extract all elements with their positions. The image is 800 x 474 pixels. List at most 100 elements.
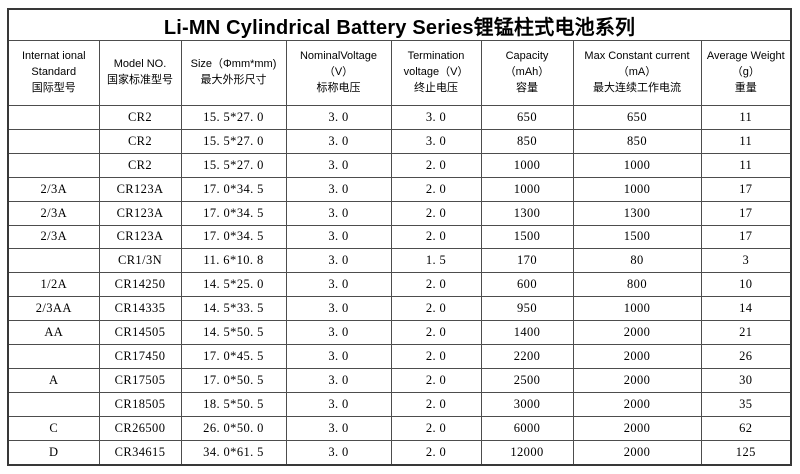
table-cell: 850 bbox=[572, 128, 702, 154]
table-cell: 12000 bbox=[480, 439, 574, 466]
title-row: Li-MN Cylindrical Battery Series锂锰柱式电池系列 bbox=[7, 8, 792, 41]
column-header-line: 国际型号 bbox=[31, 81, 76, 94]
table-row: D CR34615 34. 0*61. 5 3. 0 2. 0 12000 2000 125 bbox=[7, 439, 792, 466]
column-header-line: Termination bbox=[407, 50, 465, 63]
column-header-line: Standard bbox=[31, 66, 77, 79]
table-row: AA CR14505 14. 5*50. 5 3. 0 2. 0 1400 2000 21 bbox=[7, 320, 792, 346]
table-cell: CR17450 bbox=[98, 344, 182, 369]
table-cell: 2. 0 bbox=[390, 344, 482, 369]
column-header-line: 国家标准型号 bbox=[107, 74, 173, 86]
table-cell: 3. 0 bbox=[285, 272, 392, 298]
table-cell: 2. 0 bbox=[390, 320, 482, 346]
table-cell: 3. 0 bbox=[285, 296, 392, 322]
table-cell: 650 bbox=[480, 105, 574, 130]
table-cell: 3. 0 bbox=[285, 200, 392, 226]
table-cell: 3. 0 bbox=[285, 248, 392, 274]
column-header-line: Average Weight bbox=[706, 50, 785, 63]
table-cell: 2. 0 bbox=[390, 200, 482, 226]
table-cell: CR14505 bbox=[98, 320, 182, 346]
table-cell: 14. 5*33. 5 bbox=[180, 296, 287, 322]
table-cell: 62 bbox=[700, 415, 792, 441]
table-cell: 3. 0 bbox=[285, 224, 392, 250]
table-cell: 21 bbox=[700, 320, 792, 346]
table-cell: CR26500 bbox=[98, 415, 182, 441]
table-cell: 11. 6*10. 8 bbox=[180, 248, 287, 274]
table-cell: 2/3AA bbox=[7, 296, 100, 322]
table-body: CR2 15. 5*27. 0 3. 0 3. 0 650 650 11 CR2 15. 5*2… bbox=[7, 105, 792, 466]
column-header-line: NominalVoltage bbox=[299, 50, 378, 63]
table-row: CR2 15. 5*27. 0 3. 0 3. 0 650 650 11 bbox=[7, 105, 792, 130]
table-cell: 2000 bbox=[572, 320, 702, 346]
table-cell: AA bbox=[7, 320, 100, 346]
table-cell: 2. 0 bbox=[390, 152, 482, 178]
table-cell: 3. 0 bbox=[390, 128, 482, 154]
column-header-line: 最大连续工作电流 bbox=[593, 81, 681, 94]
table-cell: 2. 0 bbox=[390, 367, 482, 393]
column-header-line: 最大外形尺寸 bbox=[200, 74, 267, 86]
table-cell: 2. 0 bbox=[390, 296, 482, 322]
table-cell: 11 bbox=[700, 128, 792, 154]
table-cell: 34. 0*61. 5 bbox=[180, 439, 287, 466]
table-row: C CR26500 26. 0*50. 0 3. 0 2. 0 6000 2000 62 bbox=[7, 415, 792, 441]
table-cell: 2. 0 bbox=[390, 176, 482, 202]
column-header-5: Termination voltage（V） 终止电压 bbox=[390, 40, 482, 106]
table-cell: 17. 0*34. 5 bbox=[180, 200, 287, 226]
table-cell: 1300 bbox=[480, 200, 574, 226]
table-cell: 17. 0*45. 5 bbox=[180, 344, 287, 369]
table-cell: 1500 bbox=[480, 224, 574, 250]
table-cell: 2/3A bbox=[7, 200, 100, 226]
table-row: 2/3A CR123A 17. 0*34. 5 3. 0 2. 0 1300 1300 17 bbox=[7, 200, 792, 226]
table-cell: 26. 0*50. 0 bbox=[180, 415, 287, 441]
table-cell: 3. 0 bbox=[285, 128, 392, 154]
table-cell: 950 bbox=[480, 296, 574, 322]
table-cell: 2. 0 bbox=[390, 415, 482, 441]
table-cell: 2000 bbox=[572, 415, 702, 441]
table-cell: 35 bbox=[700, 391, 792, 417]
table-cell: 2000 bbox=[572, 439, 702, 466]
table-cell bbox=[7, 152, 100, 178]
table-row: A CR17505 17. 0*50. 5 3. 0 2. 0 2500 2000 30 bbox=[7, 367, 792, 393]
column-header-line: （V） bbox=[323, 66, 354, 79]
table-cell bbox=[7, 248, 100, 274]
table-cell: 30 bbox=[700, 367, 792, 393]
column-header-line: 容量 bbox=[516, 81, 538, 94]
table-cell: 3. 0 bbox=[285, 367, 392, 393]
table-cell: 17. 0*34. 5 bbox=[180, 224, 287, 250]
column-header-4: NominalVoltage （V） 标称电压 bbox=[285, 40, 392, 106]
table-cell: 17. 0*34. 5 bbox=[180, 176, 287, 202]
table-cell bbox=[7, 391, 100, 417]
table-cell: D bbox=[7, 439, 100, 466]
table-cell: 6000 bbox=[480, 415, 574, 441]
table-cell: 80 bbox=[572, 248, 702, 274]
table-cell: A bbox=[7, 367, 100, 393]
table-cell: 1000 bbox=[572, 296, 702, 322]
table-cell: 2000 bbox=[572, 391, 702, 417]
table-cell: 1000 bbox=[480, 176, 574, 202]
table-cell: 3 bbox=[700, 248, 792, 274]
column-header-line: Capacity bbox=[505, 50, 549, 63]
table-row: CR2 15. 5*27. 0 3. 0 2. 0 1000 1000 11 bbox=[7, 152, 792, 178]
column-header-line: 重量 bbox=[734, 81, 757, 94]
table-cell: 3. 0 bbox=[285, 320, 392, 346]
table-cell: CR123A bbox=[98, 224, 182, 250]
table-cell: 18. 5*50. 5 bbox=[180, 391, 287, 417]
table-cell: 1000 bbox=[480, 152, 574, 178]
table-cell: 2/3A bbox=[7, 176, 100, 202]
column-header-line: Size（Φmm*mm) bbox=[190, 58, 277, 71]
table-cell: 2500 bbox=[480, 367, 574, 393]
table-cell: 15. 5*27. 0 bbox=[180, 105, 287, 130]
table-cell: 3. 0 bbox=[285, 344, 392, 369]
table-cell bbox=[7, 105, 100, 130]
table-cell: CR123A bbox=[98, 176, 182, 202]
column-header-line: （mAh） bbox=[504, 66, 550, 79]
table-cell: 3. 0 bbox=[390, 105, 482, 130]
table-cell: CR1/3N bbox=[98, 248, 182, 274]
table-cell: 1300 bbox=[572, 200, 702, 226]
table-cell: 1/2A bbox=[7, 272, 100, 298]
table-cell: 2. 0 bbox=[390, 439, 482, 466]
table-cell: 15. 5*27. 0 bbox=[180, 152, 287, 178]
table-cell: CR14335 bbox=[98, 296, 182, 322]
table-cell: 600 bbox=[480, 272, 574, 298]
table-row: 2/3A CR123A 17. 0*34. 5 3. 0 2. 0 1000 1000 17 bbox=[7, 176, 792, 202]
